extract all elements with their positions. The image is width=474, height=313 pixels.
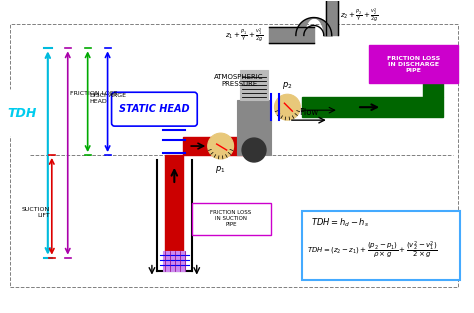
Text: STATIC HEAD: STATIC HEAD	[119, 104, 190, 114]
Text: $z_2+\frac{P_2}{\gamma}+\frac{v_2^2}{2g}$: $z_2+\frac{P_2}{\gamma}+\frac{v_2^2}{2g}…	[340, 7, 378, 24]
Bar	[302, 97, 443, 117]
FancyBboxPatch shape	[111, 92, 197, 126]
Bar	[240, 70, 268, 100]
Text: Flow: Flow	[299, 108, 319, 117]
Text: FRICTION LOSS
IN DISCHARGE
PIPE: FRICTION LOSS IN DISCHARGE PIPE	[387, 56, 440, 73]
Text: $z_1+\frac{P_1}{\gamma}+\frac{v_1^2}{2g}$: $z_1+\frac{P_1}{\gamma}+\frac{v_1^2}{2g}…	[226, 27, 264, 44]
Text: DISCHARGE
HEAD: DISCHARGE HEAD	[90, 93, 127, 104]
Bar	[423, 50, 443, 97]
Text: TDH: TDH	[7, 107, 36, 120]
Text: $p_2$: $p_2$	[282, 80, 292, 91]
Circle shape	[274, 94, 301, 120]
Text: FRICTION LOSS
IN SUCTION
PIPE: FRICTION LOSS IN SUCTION PIPE	[210, 210, 252, 227]
Circle shape	[208, 133, 234, 159]
Text: ATMOSPHERIC
PRESSURE: ATMOSPHERIC PRESSURE	[214, 74, 264, 87]
Bar	[237, 100, 272, 155]
Bar	[10, 23, 458, 288]
Bar	[165, 155, 183, 251]
Bar	[369, 45, 458, 83]
Text: $p_1$: $p_1$	[215, 164, 226, 175]
Bar	[164, 251, 185, 270]
Text: SUCTION
LIFT: SUCTION LIFT	[21, 208, 50, 218]
Bar	[419, 50, 443, 70]
FancyBboxPatch shape	[192, 203, 271, 235]
Bar	[183, 137, 254, 155]
Text: $TDH=(z_2-z_1)+\dfrac{(p_2-p_1)}{\rho \times g}+\dfrac{(v_2^2-v_1^2)}{2 \times g: $TDH=(z_2-z_1)+\dfrac{(p_2-p_1)}{\rho \t…	[307, 240, 438, 261]
FancyBboxPatch shape	[302, 211, 460, 280]
Text: $TDH=h_d-h_s$: $TDH=h_d-h_s$	[311, 217, 369, 229]
Text: FRICTION LOSS: FRICTION LOSS	[70, 91, 118, 96]
Circle shape	[242, 138, 266, 162]
Ellipse shape	[3, 86, 41, 141]
